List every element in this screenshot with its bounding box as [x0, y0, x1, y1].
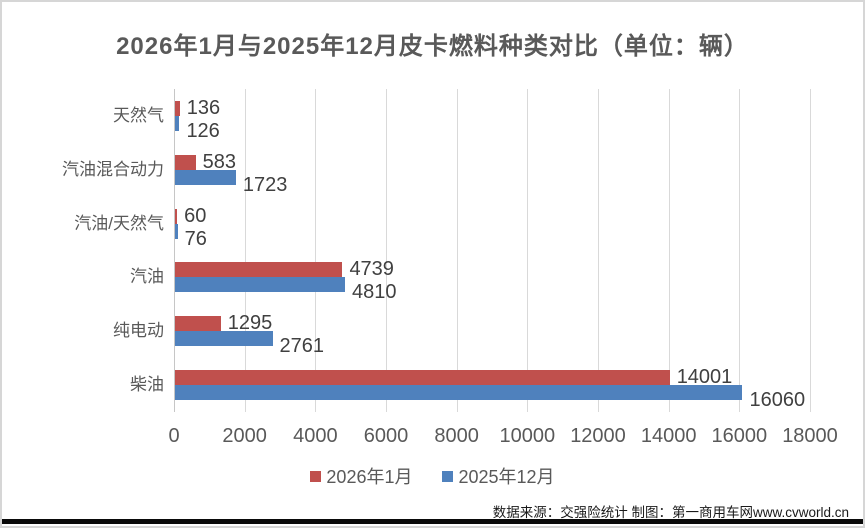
x-axis-tick-label: 10000: [499, 425, 556, 447]
category-label: 天然气: [113, 105, 164, 125]
source-note: 数据来源：交强险统计 制图：第一商用车网www.cvworld.cn: [492, 505, 849, 520]
bar-current: [175, 208, 178, 224]
x-axis-tick-label: 6000: [363, 425, 409, 447]
value-label: 1295: [227, 312, 273, 335]
bar-previous: [175, 169, 236, 185]
value-label: 4810: [351, 281, 397, 304]
gridline: [244, 89, 246, 412]
legend-label: 2026年1月: [326, 467, 413, 487]
gridline: [456, 89, 458, 412]
gridline: [386, 89, 387, 412]
value-label: 583: [202, 150, 236, 173]
gridline: [174, 89, 175, 412]
legend-label: 2025年12月: [458, 467, 555, 487]
category-label: 汽油混合动力: [62, 159, 164, 179]
category-label: 纯电动: [113, 321, 164, 341]
value-label: 16060: [749, 389, 806, 412]
legend-swatch-icon: [310, 470, 322, 482]
bar-current: [175, 262, 343, 278]
gridline: [739, 89, 741, 412]
bar-previous: [175, 277, 345, 293]
x-axis-tick-label: 2000: [222, 425, 267, 447]
category-label: 汽油/天然气: [74, 213, 164, 233]
gridline: [668, 89, 670, 412]
value-label: 60: [184, 204, 207, 227]
value-label: 2761: [279, 335, 325, 358]
value-label: 136: [186, 96, 221, 119]
bar-previous: [175, 115, 180, 131]
legend-item: 2025年12月: [442, 463, 555, 489]
bar-current: [175, 100, 180, 116]
x-axis-tick-label: 4000: [293, 425, 338, 447]
bar-previous: [175, 223, 178, 239]
legend: 2026年1月 2025年12月: [2, 463, 863, 489]
bar-current: [175, 316, 221, 332]
legend-item: 2026年1月: [310, 463, 412, 489]
x-axis-tick-label: 8000: [434, 425, 479, 447]
bar-current: [175, 370, 670, 386]
gridline: [527, 89, 529, 412]
x-axis-tick-label: 16000: [711, 425, 768, 447]
legend-swatch-icon: [442, 470, 454, 482]
x-axis-tick-label: 12000: [570, 425, 626, 447]
bottom-divider: [2, 519, 863, 524]
value-label: 1723: [242, 173, 288, 196]
value-label: 14001: [676, 366, 733, 389]
gridline: [315, 89, 317, 412]
x-axis-tick-label: 18000: [782, 425, 838, 447]
gridline: [810, 89, 811, 412]
bar-previous: [175, 331, 273, 347]
gridline: [598, 89, 599, 412]
value-label: 126: [186, 119, 220, 142]
value-label: 4739: [349, 258, 394, 281]
category-label: 汽油: [130, 267, 164, 287]
x-axis-tick-label: 0: [168, 425, 180, 447]
bar-previous: [175, 385, 743, 401]
category-label: 柴油: [130, 375, 164, 395]
chart-title: 2026年1月与2025年12月皮卡燃料种类对比（单位：辆）: [116, 33, 749, 60]
bar-current: [175, 154, 196, 170]
x-axis-tick-label: 14000: [640, 425, 697, 447]
value-label: 76: [184, 227, 207, 250]
